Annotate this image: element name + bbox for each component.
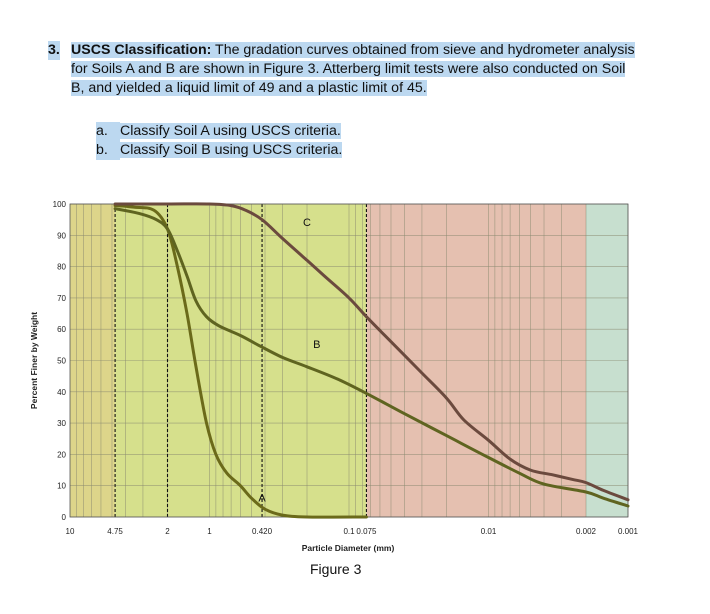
figure-caption: Figure 3 (310, 561, 362, 577)
y-tick-label: 80 (57, 263, 66, 272)
y-tick-label: 40 (57, 388, 66, 397)
sub-question-a-text: Classify Soil A using USCS criteria. (120, 123, 341, 139)
y-tick-label: 10 (57, 482, 66, 491)
boundary-lines (114, 204, 367, 517)
question-line-3: B, and yielded a liquid limit of 49 and … (71, 80, 427, 96)
curve-label-c: C (303, 217, 311, 229)
question-number: 3. (48, 41, 60, 60)
curve-labels: A B C (258, 217, 320, 504)
x-tick-label: 1 (207, 527, 212, 536)
y-tick-label: 100 (53, 200, 67, 209)
y-tick-label: 20 (57, 450, 66, 459)
y-tick-label: 90 (57, 231, 66, 240)
y-tick-label: 0 (62, 513, 67, 522)
chart-grid (70, 203, 629, 518)
y-axis-ticks: 0 10 20 30 40 50 60 70 80 90 100 (53, 200, 67, 522)
x-tick-label: 2 (165, 527, 170, 536)
y-tick-label: 60 (57, 325, 66, 334)
x-tick-label: 0.075 (356, 527, 377, 536)
y-tick-label: 30 (57, 419, 66, 428)
x-tick-label: 4.75 (107, 527, 123, 536)
y-tick-label: 70 (57, 294, 66, 303)
curve-c (113, 202, 630, 502)
question-line-1-text: The gradation curves obtained from sieve… (211, 42, 635, 58)
x-axis-label: Particle Diameter (mm) (302, 543, 395, 553)
question-line-2: for Soils A and B are shown in Figure 3.… (71, 61, 626, 77)
sub-question-a-letter: a. (96, 122, 120, 141)
x-axis-ticks: 10 4.75 2 1 0.420 0.1 0.075 0.01 0.002 0.001 (66, 527, 639, 536)
sub-question-b-letter: b. (96, 141, 120, 160)
question-body: USCS Classification: The gradation curve… (71, 41, 671, 98)
x-tick-label: 0.420 (252, 527, 273, 536)
sub-question-b: b. Classify Soil B using USCS criteria. (96, 141, 343, 160)
question-heading: USCS Classification: (71, 42, 212, 58)
x-tick-label: 0.001 (618, 527, 639, 536)
curve-label-b: B (313, 339, 320, 351)
x-tick-label: 0.002 (576, 527, 597, 536)
question-line-1: USCS Classification: The gradation curve… (71, 42, 635, 58)
gradation-curves (113, 202, 630, 519)
x-tick-label: 10 (66, 527, 75, 536)
y-tick-label: 50 (57, 357, 66, 366)
curve-b (113, 207, 630, 508)
y-axis-label: Percent Finer by Weight (29, 312, 39, 409)
x-tick-label: 0.01 (481, 527, 497, 536)
sub-question-a: a. Classify Soil A using USCS criteria. (96, 122, 341, 141)
curve-label-a: A (258, 492, 266, 504)
curve-a (113, 204, 368, 519)
x-tick-label: 0.1 (343, 527, 355, 536)
sub-question-b-text: Classify Soil B using USCS criteria. (120, 142, 343, 158)
